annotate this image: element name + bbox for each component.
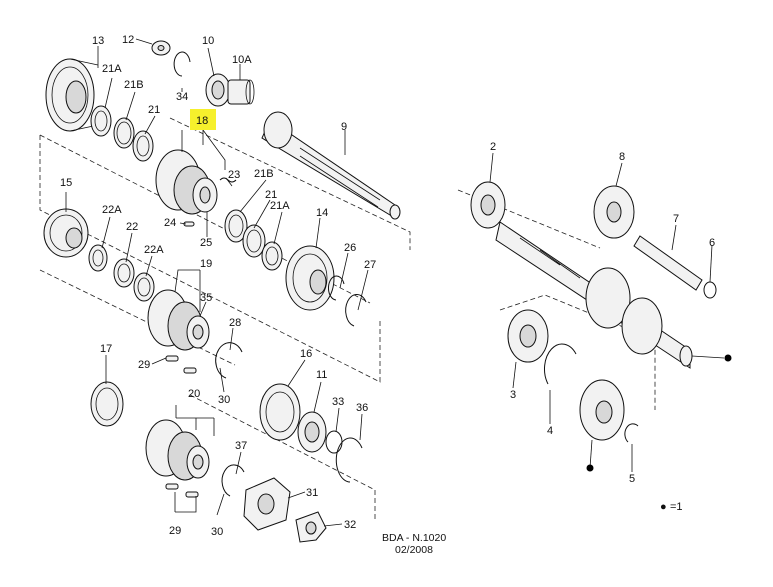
snap-ring-27: [345, 293, 367, 327]
label-13: 13: [92, 35, 104, 47]
label-20: 20: [188, 388, 200, 400]
ring-21-lower: [242, 224, 266, 258]
gear-8: [593, 185, 635, 239]
label-16: 16: [300, 348, 312, 360]
label-30-upper: 30: [218, 394, 230, 406]
needle-bearing-21A-upper: [90, 105, 112, 137]
label-4: 4: [547, 425, 553, 437]
label-19: 19: [200, 258, 212, 270]
label-24: 24: [164, 217, 176, 229]
gear-17: [90, 381, 124, 427]
snap-ring-26: [327, 275, 345, 301]
ring-21B-upper: [113, 117, 135, 149]
label-22A-right: 22A: [144, 244, 164, 256]
label-5: 5: [629, 473, 635, 485]
sleeve-10A: [227, 79, 255, 105]
label-18: 18: [196, 115, 208, 127]
bearing-22A-right: [133, 272, 155, 302]
label-37: 37: [235, 440, 247, 452]
ring-21-upper: [132, 130, 154, 162]
legend-symbol: ●: [660, 501, 667, 513]
label-21B-lower: 21B: [254, 168, 274, 180]
snap-ring-5: [624, 423, 639, 443]
gear-15: [43, 208, 89, 258]
input-shaft-assembly: [495, 221, 693, 369]
gear-reverse: [579, 379, 625, 441]
output-shaft-9: [261, 111, 401, 220]
ring-22: [113, 258, 135, 288]
label-27: 27: [364, 259, 376, 271]
label-35: 35: [200, 292, 212, 304]
bearing-3: [507, 309, 549, 363]
label-9: 9: [341, 121, 347, 133]
label-6: 6: [709, 237, 715, 249]
label-22: 22: [126, 221, 138, 233]
snap-ring-36: [335, 437, 363, 483]
callout-dots: [586, 354, 732, 472]
label-28: 28: [229, 317, 241, 329]
footer-ref: BDA - N.1020: [382, 532, 446, 544]
label-10A: 10A: [232, 54, 252, 66]
snap-ring-37: [221, 464, 245, 497]
ring-6: [703, 281, 717, 299]
snap-ring-4: [544, 343, 577, 385]
synchro-19-35: [147, 289, 210, 351]
label-23: 23: [228, 169, 240, 181]
label-33: 33: [332, 396, 344, 408]
legend: ● =1: [660, 501, 683, 513]
label-12: 12: [122, 34, 134, 46]
snap-ring-28: [215, 342, 243, 379]
label-29-upper: 29: [138, 359, 150, 371]
plate-31: [243, 477, 291, 531]
label-21-lower: 21: [265, 189, 277, 201]
label-36: 36: [356, 402, 368, 414]
label-8: 8: [619, 151, 625, 163]
legend-text: =1: [670, 501, 683, 513]
highlight-box-18: [190, 109, 216, 130]
snap-ring-34: [173, 51, 191, 77]
label-17: 17: [100, 343, 112, 355]
label-31: 31: [306, 487, 318, 499]
pin-7: [633, 235, 703, 291]
label-32: 32: [344, 519, 356, 531]
leader-lines: [65, 38, 725, 527]
label-21A-lower: 21A: [270, 200, 290, 212]
synchro-hub-18: [155, 149, 218, 215]
gear-13: [45, 58, 99, 132]
label-7: 7: [673, 213, 679, 225]
label-3: 3: [510, 389, 516, 401]
label-21B-upper: 21B: [124, 79, 144, 91]
bearing-22A-left: [88, 244, 108, 272]
footer: BDA - N.1020 02/2008: [382, 532, 446, 556]
label-15: 15: [60, 177, 72, 189]
gear-16: [259, 383, 301, 441]
label-25: 25: [200, 237, 212, 249]
synchro-20: [145, 419, 210, 481]
label-34: 34: [176, 91, 188, 103]
footer-date: 02/2008: [395, 544, 433, 556]
washer-12: [151, 40, 171, 56]
gear-14: [285, 245, 335, 311]
key-29-lower: [165, 483, 199, 498]
ring-21B-lower: [224, 209, 248, 243]
label-21A-upper: 21A: [102, 63, 122, 75]
label-14: 14: [316, 207, 328, 219]
label-22A-left: 22A: [102, 204, 122, 216]
label-21-upper: 21: [148, 104, 160, 116]
label-10: 10: [202, 35, 214, 47]
bearing-10: [205, 73, 231, 107]
label-2: 2: [490, 141, 496, 153]
bearing-21A-lower: [261, 241, 283, 271]
ring-33: [325, 430, 343, 454]
key-29-upper: [165, 355, 197, 374]
label-30-lower: 30: [211, 526, 223, 538]
label-26: 26: [344, 242, 356, 254]
label-11: 11: [316, 369, 327, 381]
bearing-2: [470, 181, 506, 229]
bearing-11: [297, 411, 327, 453]
washer-32: [295, 511, 327, 543]
label-29-lower: 29: [169, 525, 181, 537]
part-labels: 13 12 10 10A 34 21A 21B 21 18 9 23 24 25…: [60, 34, 715, 538]
